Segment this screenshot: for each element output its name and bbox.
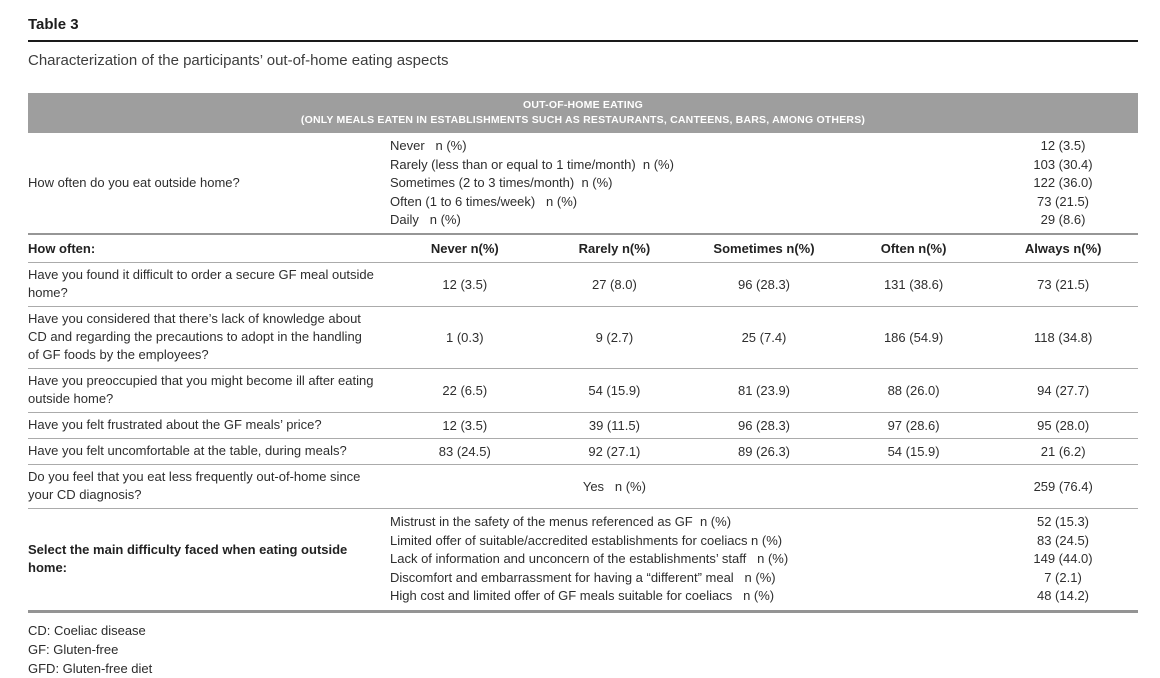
frequency-option-values: 12 (3.5) 103 (30.4) 122 (36.0) 73 (21.5)… <box>988 137 1138 230</box>
question-cell: Do you feel that you eat less frequently… <box>28 469 361 503</box>
frequency-option-value: 73 (21.5) <box>1036 193 1090 209</box>
frequency-option-value: 12 (3.5) <box>1040 138 1086 153</box>
question-cell: Have you felt uncomfortable at the table… <box>28 443 347 459</box>
value-cell: 12 (3.5) <box>442 276 488 292</box>
value-cell: 27 (8.0) <box>591 276 637 292</box>
question-cell: Have you felt frustrated about the GF me… <box>28 417 322 433</box>
difficulty-question: Select the main difficulty faced when ea… <box>28 542 348 576</box>
value-cell: 54 (15.9) <box>887 443 940 459</box>
difficulty-option-value: 7 (2.1) <box>1044 569 1082 585</box>
frequency-option-value: 29 (8.6) <box>1040 212 1086 228</box>
difficulty-option-labels: Mistrust in the safety of the menus refe… <box>390 513 988 606</box>
table-row: Have you preoccupied that you might beco… <box>28 367 1138 412</box>
frequency-section: How often do you eat outside home? Never… <box>28 133 1138 233</box>
value-cell: 81 (23.9) <box>737 382 791 398</box>
frequency-option-label: Sometimes (2 to 3 times/month) n (%) <box>390 175 613 191</box>
difficulty-option-label: Discomfort and embarrassment for having … <box>390 569 776 585</box>
value-cell: 118 (34.8) <box>1034 329 1093 345</box>
table-footnotes: CD: Coeliac disease GF: Gluten-free GFD:… <box>28 621 1138 678</box>
difficulty-option-label: Limited offer of suitable/accredited est… <box>390 532 783 548</box>
footnote: GFD: Gluten-free diet <box>28 660 153 676</box>
value-cell: 131 (38.6) <box>883 276 944 292</box>
frequency-option-value: 122 (36.0) <box>1033 175 1093 191</box>
out-of-home-eating-table: OUT-OF-HOME EATING (ONLY MEALS EATEN IN … <box>28 93 1138 613</box>
value-cell: 12 (3.5) <box>442 417 488 433</box>
column-header-often: Often n(%) <box>880 241 947 257</box>
table-row-less-frequently: Do you feel that you eat less frequently… <box>28 463 1138 508</box>
table-label: Table 3 <box>28 16 1138 42</box>
value-cell: 259 (76.4) <box>1033 478 1093 494</box>
value-cell: 21 (6.2) <box>1040 443 1086 459</box>
question-cell: Have you found it difficult to order a s… <box>28 267 374 301</box>
frequency-option-label: Never n (%) <box>390 138 467 153</box>
frequency-option-value: 103 (30.4) <box>1033 156 1093 172</box>
value-cell: 94 (27.7) <box>1037 382 1090 398</box>
value-cell: 22 (6.5) <box>442 382 488 398</box>
difficulty-option-label: High cost and limited offer of GF meals … <box>390 588 775 604</box>
value-cell: 83 (24.5) <box>438 443 491 459</box>
column-header-always: Always n(%) <box>1024 241 1102 257</box>
frequency-option-label: Rarely (less than or equal to 1 time/mon… <box>390 156 674 172</box>
column-header-sometimes: Sometimes n(%) <box>713 241 815 257</box>
frequency-option-labels: Never n (%) Rarely (less than or equal t… <box>390 137 988 230</box>
value-cell: 96 (28.3) <box>737 417 791 433</box>
header-band-line1: OUT-OF-HOME EATING <box>522 99 644 111</box>
difficulty-option-label: Mistrust in the safety of the menus refe… <box>390 513 732 529</box>
value-cell: 92 (27.1) <box>588 443 641 459</box>
column-header-rarely: Rarely n(%) <box>578 241 651 257</box>
value-cell: 25 (7.4) <box>741 329 787 345</box>
table-row: Have you found it difficult to order a s… <box>28 261 1138 306</box>
question-cell: Have you preoccupied that you might beco… <box>28 373 374 407</box>
footnote: CD: Coeliac disease <box>28 622 146 638</box>
value-cell: 88 (26.0) <box>887 382 940 398</box>
header-band-line2: (ONLY MEALS EATEN IN ESTABLISHMENTS SUCH… <box>300 114 866 126</box>
difficulty-option-value: 48 (14.2) <box>1036 588 1090 604</box>
value-cell: 96 (28.3) <box>737 276 791 292</box>
matrix-row-header: How often: <box>28 240 96 256</box>
difficulty-option-value: 52 (15.3) <box>1036 513 1090 529</box>
value-cell: 186 (54.9) <box>883 329 944 345</box>
value-cell: 89 (26.3) <box>737 443 791 459</box>
frequency-option-label: Often (1 to 6 times/week) n (%) <box>390 193 578 209</box>
difficulty-section: Select the main difficulty faced when ea… <box>28 507 1138 610</box>
frequency-question: How often do you eat outside home? <box>28 175 240 191</box>
table-row: Have you felt frustrated about the GF me… <box>28 411 1138 438</box>
value-cell: 97 (28.6) <box>887 417 940 433</box>
difficulty-option-label: Lack of information and unconcern of the… <box>390 551 789 567</box>
column-header-never: Never n(%) <box>430 241 499 257</box>
value-cell: 1 (0.3) <box>446 329 484 345</box>
value-cell: 95 (28.0) <box>1037 417 1090 433</box>
value-cell: 73 (21.5) <box>1037 276 1090 292</box>
difficulty-option-value: 149 (44.0) <box>1033 551 1093 567</box>
difficulty-option-values: 52 (15.3) 83 (24.5) 149 (44.0) 7 (2.1) 4… <box>988 513 1138 606</box>
value-cell: 9 (2.7) <box>595 329 634 345</box>
table-header-band: OUT-OF-HOME EATING (ONLY MEALS EATEN IN … <box>28 93 1138 133</box>
value-cell: 54 (15.9) <box>588 382 641 398</box>
matrix-header-row: How often: Never n(%) Rarely n(%) Someti… <box>28 232 1138 262</box>
value-cell: 39 (11.5) <box>588 417 640 433</box>
table-row: Have you considered that there’s lack of… <box>28 305 1138 368</box>
table-row: Have you felt uncomfortable at the table… <box>28 437 1138 464</box>
difficulty-option-value: 83 (24.5) <box>1036 532 1090 548</box>
table-caption: Characterization of the participants’ ou… <box>28 52 449 69</box>
footnote: GF: Gluten-free <box>28 641 119 657</box>
yes-answer-label: Yes n (%) <box>582 478 646 494</box>
frequency-option-label: Daily n (%) <box>390 212 461 228</box>
question-cell: Have you considered that there’s lack of… <box>28 311 362 363</box>
